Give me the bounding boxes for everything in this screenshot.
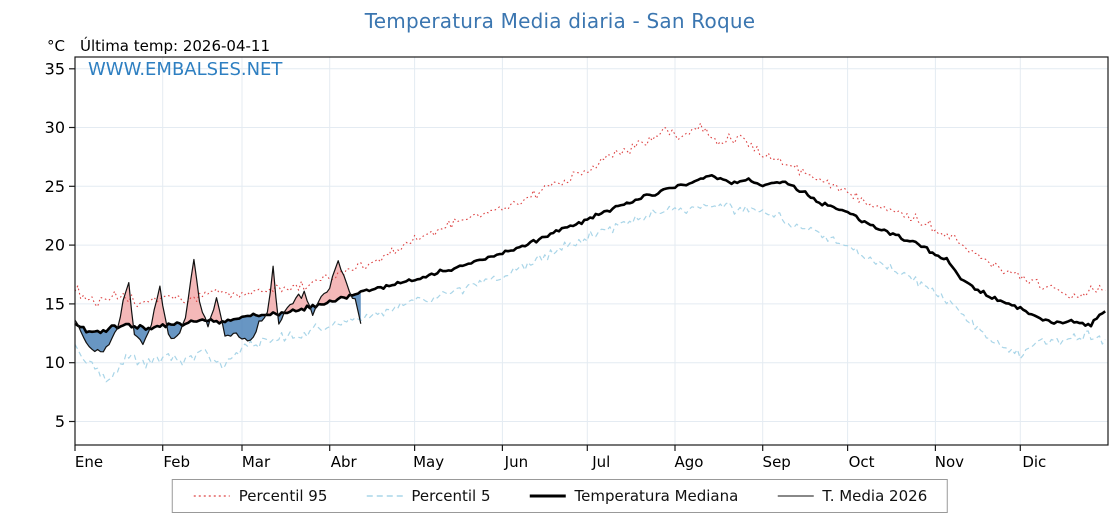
- y-tick-label: 10: [45, 353, 65, 372]
- series-t2026: [74, 258, 362, 353]
- x-tick-label: Dic: [1022, 453, 1046, 471]
- y-tick-label: 15: [45, 294, 65, 313]
- legend: Percentil 95 Percentil 5 Temperatura Media…: [171, 479, 949, 513]
- y-tick-label: 20: [45, 236, 65, 255]
- series-median: [74, 174, 1106, 335]
- x-tick-label: Jun: [504, 453, 528, 471]
- x-tick-label: Abr: [331, 453, 358, 471]
- legend-swatch-p5: [366, 495, 403, 497]
- x-tick-label: Ago: [675, 453, 704, 471]
- y-axis-unit-label: °C: [47, 37, 65, 55]
- legend-swatch-p95: [193, 495, 230, 497]
- plot-frame: [74, 56, 1109, 446]
- y-tick-label: 30: [45, 118, 65, 137]
- y-tick-label: 5: [55, 412, 65, 431]
- plot-area: 5 10 15 20 25 30 35 Ene Feb Mar Abr May Jun Jul Ago Sep…: [45, 56, 1109, 471]
- legend-label-p95: Percentil 95: [238, 487, 328, 505]
- x-tick-label: Nov: [935, 453, 964, 471]
- legend-item-median: Temperatura Mediana: [528, 487, 738, 505]
- legend-label-t2026: T. Media 2026: [822, 487, 928, 505]
- legend-item-p5: Percentil 5: [365, 487, 490, 505]
- legend-item-p95: Percentil 95: [193, 487, 328, 505]
- x-tick-label: Ene: [75, 453, 103, 471]
- y-tick-label: 35: [45, 59, 65, 78]
- x-tick-label: Oct: [849, 453, 875, 471]
- fill-above-median: [75, 259, 351, 330]
- legend-label-median: Temperatura Mediana: [574, 487, 739, 505]
- x-tick-label: Jul: [591, 453, 610, 471]
- x-tick-label: Sep: [763, 453, 791, 471]
- series-p5: [74, 201, 1106, 383]
- x-tick-label: Feb: [163, 453, 190, 471]
- last-temp-annotation: Última temp: 2026-04-11: [80, 37, 271, 55]
- y-tick-label: 25: [45, 177, 65, 196]
- legend-swatch-t2026: [777, 495, 814, 497]
- x-tick-label: May: [413, 453, 444, 471]
- legend-item-t2026: T. Media 2026: [776, 487, 927, 505]
- x-tick-label: Mar: [242, 453, 271, 471]
- legend-label-p5: Percentil 5: [411, 487, 491, 505]
- legend-swatch-median: [529, 494, 566, 498]
- watermark: WWW.EMBALSES.NET: [88, 59, 283, 80]
- chart-title: Temperatura Media diaria - San Roque: [364, 9, 756, 33]
- series-p95: [74, 122, 1106, 308]
